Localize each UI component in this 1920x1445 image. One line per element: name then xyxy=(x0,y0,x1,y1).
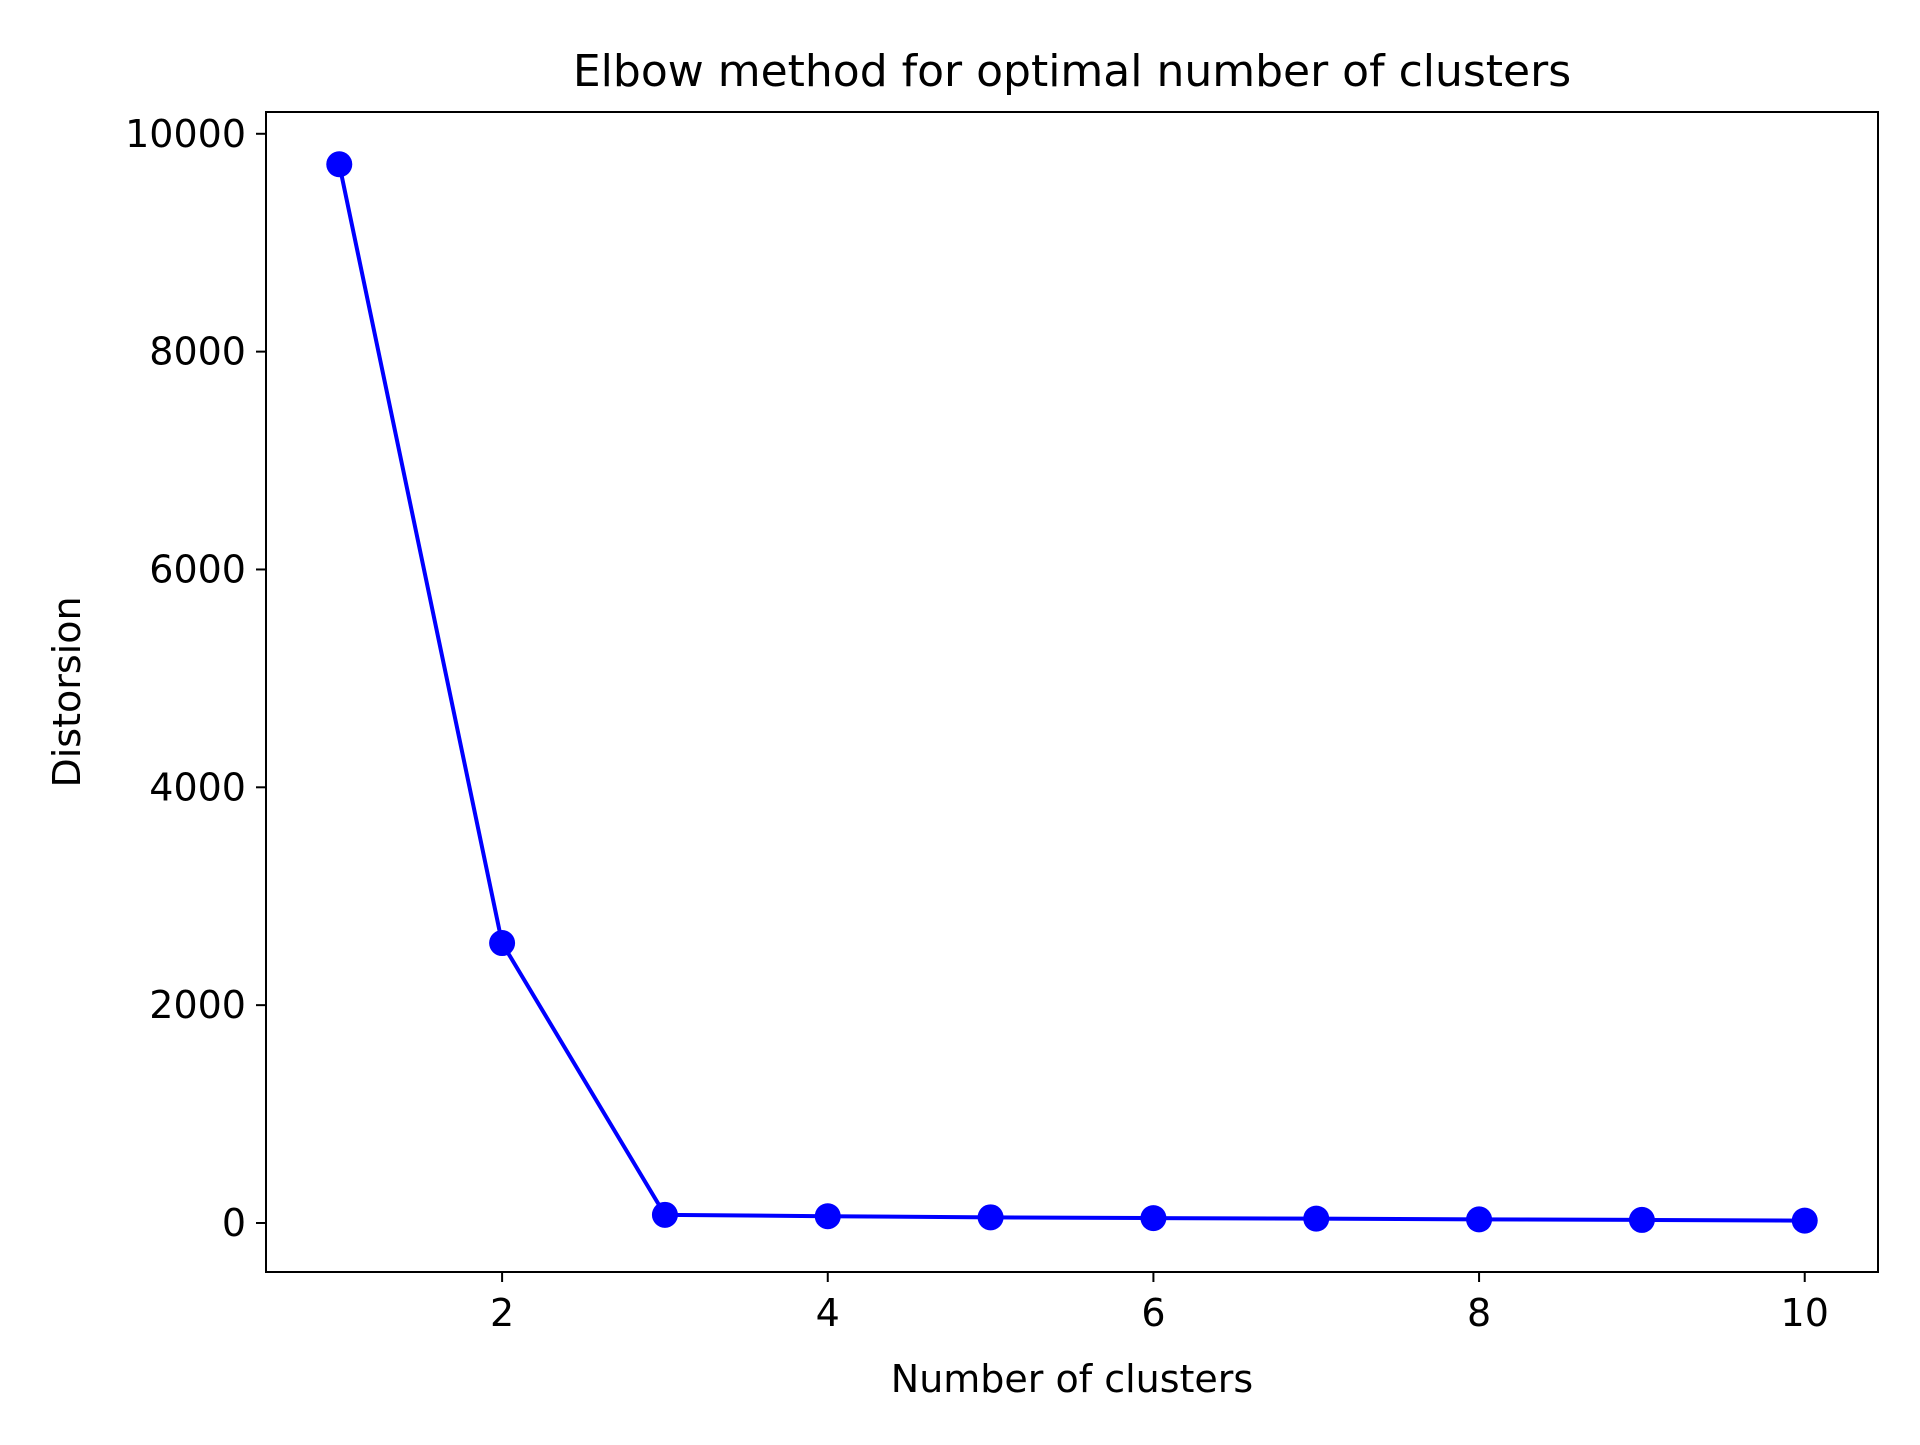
x-axis-ticks: 2 4 6 8 10 xyxy=(490,1272,1829,1335)
y-tick-label: 0 xyxy=(222,1201,246,1245)
series-line xyxy=(337,163,1805,1223)
data-point xyxy=(977,1204,1004,1231)
y-tick-label: 8000 xyxy=(149,330,246,374)
x-tick-label: 2 xyxy=(490,1291,514,1335)
x-tick-label: 6 xyxy=(1141,1291,1165,1335)
data-point xyxy=(1140,1205,1167,1232)
data-points xyxy=(326,151,1818,1234)
plot-area-frame xyxy=(265,111,1879,1273)
y-axis-label: Distorsion xyxy=(45,596,89,787)
y-tick-label: 4000 xyxy=(149,765,246,809)
data-point xyxy=(326,151,353,178)
y-tick-label: 6000 xyxy=(149,547,246,591)
chart-title: Elbow method for optimal number of clust… xyxy=(573,46,1571,97)
y-tick-label: 2000 xyxy=(149,983,246,1027)
data-point xyxy=(1628,1206,1655,1233)
x-tick-label: 4 xyxy=(816,1291,840,1335)
data-point xyxy=(651,1201,678,1228)
data-point xyxy=(814,1203,841,1230)
data-point xyxy=(1791,1207,1818,1234)
y-tick-label: 10000 xyxy=(125,112,246,156)
data-point xyxy=(1303,1205,1330,1232)
data-point xyxy=(489,930,516,957)
x-tick-label: 10 xyxy=(1781,1291,1829,1335)
x-axis-label: Number of clusters xyxy=(891,1357,1253,1401)
data-point xyxy=(1466,1206,1493,1233)
x-tick-label: 8 xyxy=(1467,1291,1491,1335)
y-axis-ticks: 0 2000 4000 6000 8000 10000 xyxy=(125,112,266,1245)
